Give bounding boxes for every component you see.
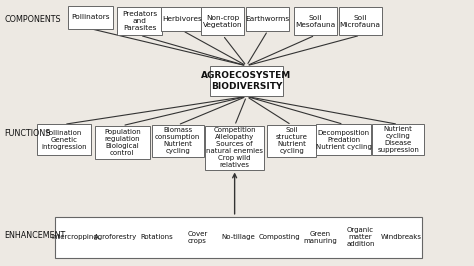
Text: COMPONENTS: COMPONENTS [5,15,61,24]
Text: Predators
and
Parasites: Predators and Parasites [122,11,157,31]
FancyBboxPatch shape [95,126,149,159]
Text: Population
regulation
Biological
control: Population regulation Biological control [104,129,141,156]
FancyBboxPatch shape [37,124,91,155]
FancyBboxPatch shape [294,7,337,35]
Text: Herbivores: Herbivores [163,16,202,22]
FancyBboxPatch shape [339,7,382,35]
Text: Pollinators: Pollinators [71,14,109,20]
FancyBboxPatch shape [67,6,113,28]
FancyBboxPatch shape [372,124,424,155]
Text: Decomposition
Predation
Nutrient cycling: Decomposition Predation Nutrient cycling [316,130,372,150]
Text: Agroforestry: Agroforestry [94,234,137,240]
Text: Biomass
consumption
Nutrient
cycling: Biomass consumption Nutrient cycling [155,127,201,155]
FancyBboxPatch shape [55,217,422,258]
Text: AGROECOSYSTEM
BIODIVERSITY: AGROECOSYSTEM BIODIVERSITY [201,72,292,91]
Text: Organic
matter
addition: Organic matter addition [346,227,375,247]
Text: Soil
structure
Nutrient
cycling: Soil structure Nutrient cycling [275,127,308,155]
Text: Rotations: Rotations [140,234,173,240]
Text: No-tillage: No-tillage [221,234,255,240]
FancyBboxPatch shape [266,125,316,157]
FancyBboxPatch shape [117,7,162,35]
Text: Pollination
Genetic
introgression: Pollination Genetic introgression [41,130,87,150]
FancyBboxPatch shape [152,125,204,157]
Text: ENHANCEMENT: ENHANCEMENT [5,231,66,240]
FancyBboxPatch shape [205,126,264,170]
Text: Nutrient
cycling
Disease
suppression: Nutrient cycling Disease suppression [377,126,419,153]
Text: Composting: Composting [258,234,300,240]
FancyBboxPatch shape [201,7,244,35]
FancyBboxPatch shape [246,7,289,31]
Text: Intercropping: Intercropping [52,234,98,240]
FancyBboxPatch shape [161,7,204,31]
Text: FUNCTIONS: FUNCTIONS [5,128,51,138]
FancyBboxPatch shape [210,66,283,97]
Text: Windbreaks: Windbreaks [381,234,422,240]
Text: Earthworms: Earthworms [246,16,290,22]
Text: Soil
Microfauna: Soil Microfauna [340,15,381,28]
Text: Green
manuring: Green manuring [303,231,337,244]
FancyBboxPatch shape [316,124,371,155]
Text: Cover
crops: Cover crops [187,231,208,244]
Text: Non-crop
Vegetation: Non-crop Vegetation [203,15,243,28]
Text: Soil
Mesofauna: Soil Mesofauna [295,15,335,28]
Text: Competition
Allelopathy
Sources of
natural enemies
Crop wild
relatives: Competition Allelopathy Sources of natur… [206,127,263,168]
